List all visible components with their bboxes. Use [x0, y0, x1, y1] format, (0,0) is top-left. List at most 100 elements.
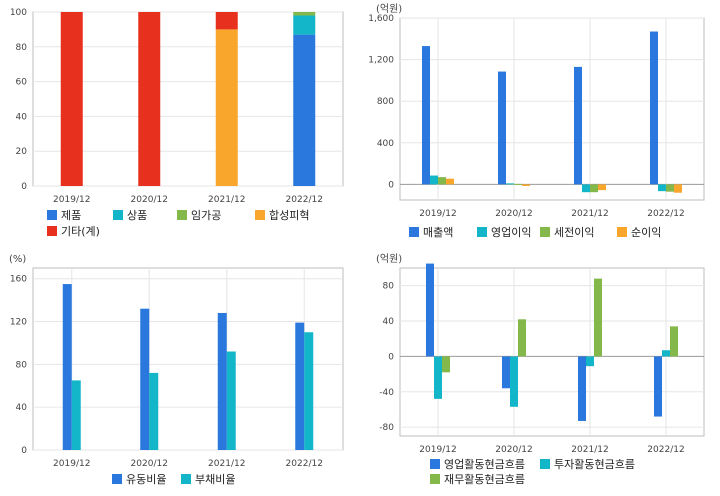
bar	[502, 356, 510, 389]
y-tick-label: 0	[388, 180, 394, 190]
legend-swatch	[430, 459, 440, 469]
axis-unit-label: (억원)	[376, 3, 402, 15]
legend-label: 순이익	[631, 226, 661, 239]
legend-label: 부채비율	[195, 473, 235, 486]
bar	[510, 356, 518, 407]
legend-swatch	[177, 210, 187, 220]
bar	[594, 278, 602, 357]
bar	[138, 12, 161, 186]
axis-unit-label: (%)	[9, 254, 26, 265]
y-tick-label: -80	[379, 423, 394, 433]
legend-label: 세전이익	[554, 226, 594, 239]
bar	[62, 284, 72, 450]
bar	[430, 175, 438, 185]
bar	[586, 356, 594, 367]
x-tick-label: 2022/12	[286, 195, 323, 205]
bar	[498, 71, 506, 185]
bar	[650, 31, 658, 185]
y-tick-label: 0	[21, 182, 27, 192]
y-tick-label: 80	[16, 360, 28, 370]
legend-swatch	[47, 210, 57, 220]
y-tick-label: 100	[10, 8, 27, 18]
y-tick-label: 40	[383, 317, 395, 327]
x-tick-label: 2020/12	[131, 195, 168, 205]
legend-swatch	[47, 226, 57, 236]
y-tick-label: 1,600	[368, 14, 394, 24]
legend-label: 제품	[61, 209, 81, 222]
bar	[438, 177, 446, 185]
bar	[506, 183, 514, 185]
x-tick-label: 2022/12	[647, 209, 684, 219]
bar	[293, 15, 316, 35]
y-tick-label: 40	[16, 403, 28, 413]
bar	[140, 308, 150, 450]
legend-swatch	[112, 474, 122, 484]
composition-chart: 0 20 40 60 80 100 2019/12 2020/12 2021/12 2022/12…	[10, 8, 344, 238]
legend-label: 상품	[127, 209, 147, 222]
y-tick-label: 120	[10, 318, 27, 328]
y-tick-label: -40	[379, 388, 394, 398]
income-chart: 0 400 800 1,200 1,600 2019/12 2020/12 2021/12 20…	[368, 3, 705, 239]
bar	[226, 351, 236, 450]
bar	[654, 356, 662, 417]
legend-label: 기타(계)	[61, 225, 100, 238]
bar	[514, 183, 522, 185]
y-tick-label: 80	[16, 43, 28, 53]
x-tick-label: 2020/12	[495, 209, 532, 219]
bar	[670, 326, 678, 357]
bar	[304, 332, 314, 450]
legend-label: 영업이익	[491, 226, 531, 239]
bar	[426, 263, 434, 357]
y-tick-label: 1,200	[368, 56, 394, 66]
y-tick-label: 20	[16, 147, 28, 157]
bar	[149, 372, 159, 450]
y-tick-label: 0	[388, 352, 394, 362]
legend-label: 투자활동현금흐름	[554, 457, 635, 471]
plot-frame	[399, 267, 705, 437]
legend-swatch	[255, 210, 265, 220]
legend-swatch	[181, 474, 191, 484]
legend-swatch	[113, 210, 123, 220]
bar	[446, 178, 454, 185]
bar	[422, 46, 430, 185]
y-tick-label: 80	[383, 282, 395, 292]
legend-label: 매출액	[423, 226, 453, 239]
x-tick-label: 2022/12	[286, 459, 323, 469]
bar	[71, 380, 81, 450]
x-tick-label: 2021/12	[571, 445, 608, 455]
x-tick-label: 2019/12	[419, 209, 456, 219]
y-tick-label: 60	[16, 78, 28, 88]
y-tick-label: 0	[21, 446, 27, 456]
bar	[662, 350, 670, 357]
bar	[215, 12, 238, 30]
x-tick-label: 2021/12	[208, 195, 245, 205]
x-tick-label: 2022/12	[647, 445, 684, 455]
plot-frame	[32, 11, 344, 187]
legend-swatch	[409, 227, 419, 237]
bar	[598, 184, 606, 191]
legend-label: 유동비율	[126, 473, 166, 486]
y-tick-label: 800	[377, 97, 394, 107]
bar	[578, 356, 586, 421]
plot-frame	[399, 17, 705, 201]
x-tick-label: 2019/12	[53, 195, 90, 205]
bar	[518, 319, 526, 357]
x-tick-label: 2021/12	[208, 459, 245, 469]
bar	[674, 184, 682, 193]
legend-label: 합성피혁	[269, 209, 309, 222]
legend-swatch	[430, 474, 440, 484]
x-tick-label: 2020/12	[131, 459, 168, 469]
x-tick-label: 2019/12	[53, 459, 90, 469]
y-tick-label: 40	[16, 112, 28, 122]
bar	[217, 312, 227, 450]
bar	[582, 184, 590, 193]
bar	[666, 184, 674, 192]
cashflow-chart: -80 -40 0 40 80 2019/12 2020/12 2021/12 2022/12 (…	[376, 253, 705, 486]
axis-unit-label: (억원)	[376, 253, 402, 265]
bar	[590, 184, 598, 193]
y-tick-label: 160	[10, 275, 27, 285]
plot-frame	[32, 267, 344, 451]
bar	[293, 12, 316, 16]
legend-swatch	[540, 459, 550, 469]
bar	[434, 356, 442, 399]
